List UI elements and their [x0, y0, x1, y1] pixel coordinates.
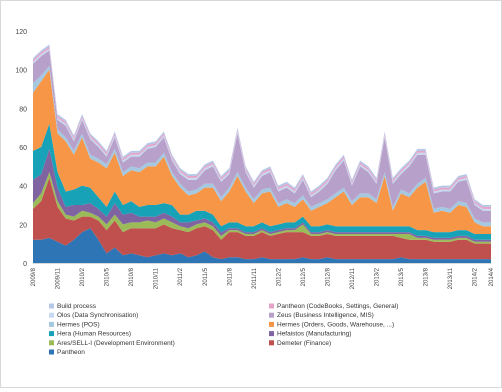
x-tick-label: 2011/2	[178, 267, 184, 286]
legend-swatch	[49, 322, 54, 327]
x-tick-label: 2011/11	[252, 267, 258, 288]
x-tick-label: 2013/2	[375, 267, 381, 286]
legend-swatch	[269, 313, 274, 318]
y-tick-label: 40	[19, 184, 27, 191]
legend-label: Build process	[57, 303, 97, 310]
legend-label: Hefaistos (Manufacturing)	[277, 331, 351, 338]
legend-swatch	[269, 322, 274, 327]
y-tick-label: 80	[19, 106, 27, 113]
legend-label: Pantheon (CodeBooks, Settings, General)	[277, 303, 398, 310]
legend-swatch	[49, 340, 54, 345]
legend-label: Hera (Human Resources)	[57, 331, 131, 338]
x-tick-label: 2012/5	[301, 267, 307, 286]
x-tick-label: 2013/8	[424, 267, 430, 286]
x-tick-label: 2012/8	[325, 267, 331, 286]
x-tick-label: 2010/8	[129, 267, 135, 286]
legend-swatch	[269, 331, 274, 336]
x-tick-label: 2014/4	[489, 267, 495, 286]
x-tick-label: 2013/11	[448, 267, 454, 289]
legend-label: Pantheon	[57, 349, 85, 356]
x-tick-label: 2010/2	[80, 267, 86, 286]
x-tick-label: 2011/8	[227, 267, 233, 286]
x-tick-label: 2013/5	[399, 267, 405, 286]
x-tick-label: 2009/8	[31, 267, 37, 286]
legend: Build process Pantheon (CodeBooks, Settin…	[49, 303, 398, 356]
legend-label: Hermes (POS)	[57, 321, 100, 328]
legend-label: Ares/SELL-I (Development Environment)	[57, 340, 175, 347]
y-tick-label: 100	[15, 68, 27, 75]
legend-label: Olos (Data Synchronisation)	[57, 312, 138, 319]
legend-swatch	[49, 331, 54, 336]
legend-swatch	[269, 304, 274, 309]
x-tick-label: 2014/2	[473, 267, 479, 286]
legend-swatch	[49, 304, 54, 309]
legend-swatch	[269, 340, 274, 345]
y-tick-label: 20	[19, 222, 27, 229]
x-tick-label: 2012/11	[350, 267, 356, 289]
x-tick-label: 2010/11	[154, 267, 160, 289]
area-series-group	[33, 45, 491, 263]
x-tick-label: 2009/11	[56, 267, 62, 289]
legend-label: Zeus (Business Intelligence, MIS)	[277, 312, 374, 319]
legend-swatch	[49, 350, 54, 355]
legend-label: Demeter (Finance)	[277, 340, 331, 347]
x-axis: 2009/8 2009/11 2010/2 2010/5 2010/8 2010/11 20…	[31, 267, 495, 289]
legend-label: Hermes (Orders, Goods, Warehouse, ...)	[277, 321, 394, 328]
x-tick-label: 2011/5	[203, 267, 209, 286]
y-tick-label: 60	[19, 145, 27, 152]
y-tick-label: 0	[23, 261, 27, 268]
x-tick-label: 2012/2	[276, 267, 282, 286]
legend-swatch	[49, 313, 54, 318]
y-tick-label: 120	[15, 29, 27, 36]
x-tick-label: 2010/5	[105, 267, 111, 286]
